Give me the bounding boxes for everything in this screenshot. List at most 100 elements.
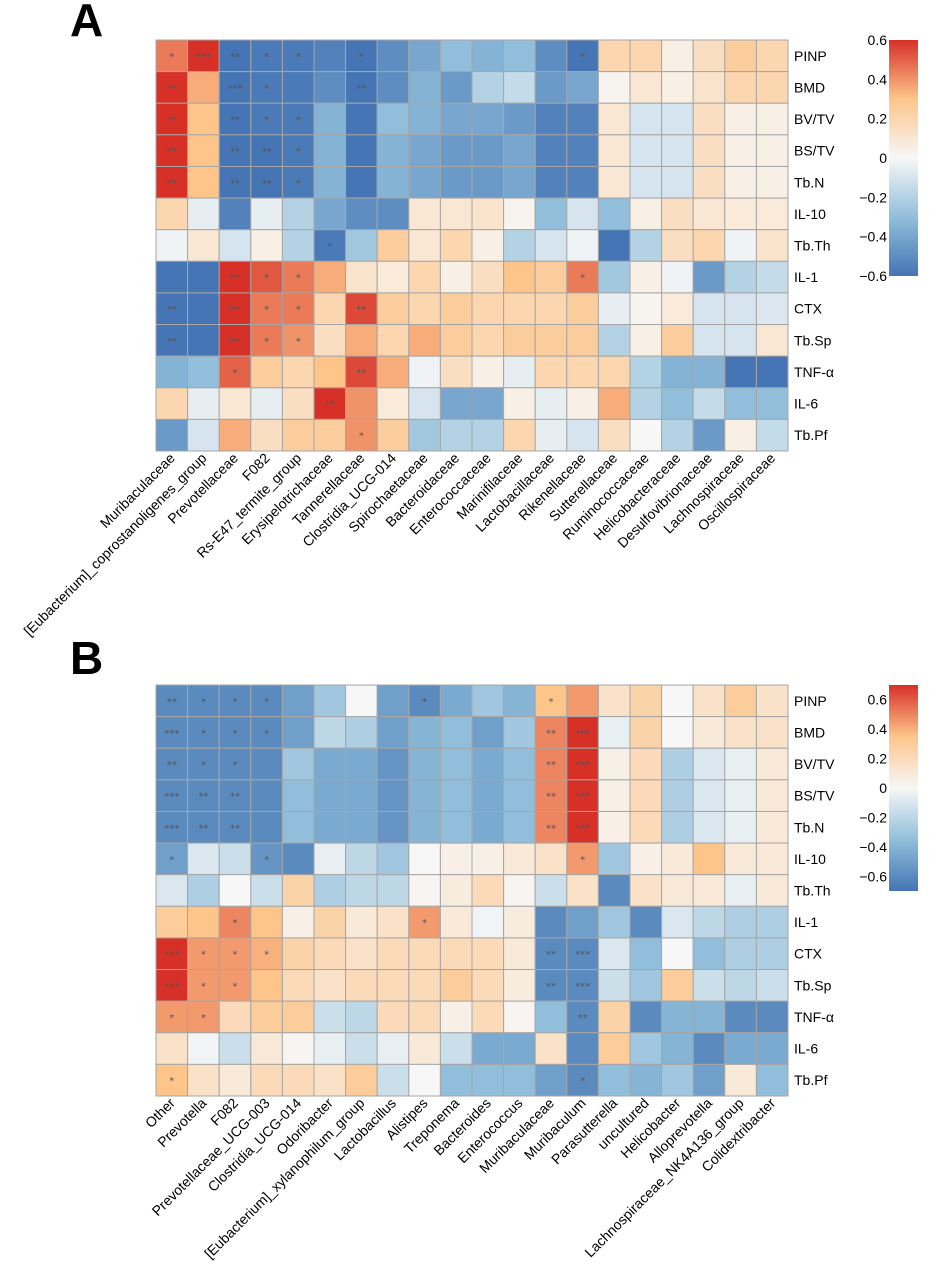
heatmap-cell: [597, 418, 631, 452]
heatmap-cell: [439, 134, 473, 167]
heatmap-cell: [281, 165, 315, 199]
heatmap-cell: [724, 355, 757, 389]
heatmap-cell: [629, 197, 663, 231]
heatmap-cell: [597, 1000, 631, 1034]
significance-mark: *: [201, 728, 206, 739]
heatmap-cell: [281, 684, 315, 718]
heatmap-cell: [345, 905, 378, 939]
heatmap-cell: [439, 905, 473, 939]
significance-mark: **: [230, 178, 240, 189]
heatmap-cell: [755, 134, 789, 167]
row-label: BS/TV: [794, 788, 835, 804]
heatmap-cell: [534, 1000, 568, 1034]
significance-mark: **: [356, 83, 366, 94]
significance-mark: **: [230, 823, 240, 834]
heatmap-cell: [503, 716, 536, 749]
heatmap-cell: [597, 355, 631, 389]
row-label: Tb.Sp: [794, 332, 832, 348]
heatmap-cell: [408, 324, 441, 357]
heatmap-cell: [724, 969, 757, 1002]
heatmap-cell: [724, 1063, 757, 1097]
heatmap-cell: [281, 197, 315, 231]
significance-mark: ***: [164, 728, 179, 739]
heatmap-cell: [250, 292, 283, 326]
heatmap-cell: [439, 197, 473, 231]
heatmap-cell: [471, 874, 505, 907]
heatmap-cell: [376, 969, 410, 1002]
heatmap-cell: [503, 969, 536, 1002]
heatmap-cell: [281, 937, 315, 971]
colorbar-tick-label: 0.2: [868, 751, 888, 767]
heatmap-cell: [534, 260, 568, 294]
heatmap-cell: [376, 1000, 410, 1034]
significance-mark: **: [546, 950, 556, 961]
heatmap-cell: [755, 229, 789, 262]
heatmap-cell: [345, 134, 378, 167]
heatmap-cell: [345, 165, 378, 199]
heatmap-cell: [629, 1032, 663, 1065]
heatmap-cell: [661, 716, 694, 749]
heatmap-cell: [503, 197, 536, 231]
heatmap-cell: [155, 39, 189, 73]
row-label: CTX: [794, 946, 823, 962]
heatmap-cell: [471, 71, 505, 104]
significance-mark: **: [167, 115, 177, 126]
heatmap-cell: [218, 134, 252, 167]
significance-mark: *: [264, 950, 269, 961]
heatmap-cell: [155, 134, 189, 167]
significance-mark: *: [580, 52, 585, 63]
heatmap-cell: [724, 779, 757, 812]
heatmap-cell: [281, 716, 315, 749]
heatmap-cell: [503, 1063, 536, 1097]
heatmap-cell: [218, 1032, 252, 1065]
row-label: Tb.Pf: [794, 427, 828, 443]
heatmap-cell: [187, 1000, 220, 1034]
heatmap-cell: [218, 905, 252, 939]
heatmap-cell: [724, 134, 757, 167]
heatmap-cell: [534, 842, 568, 876]
significance-mark: *: [264, 115, 269, 126]
heatmap-cell: [534, 874, 568, 907]
heatmap-cell: [376, 260, 410, 294]
heatmap-cell: [724, 684, 757, 718]
heatmap-cell: [503, 324, 536, 357]
heatmap-cell: [408, 1063, 441, 1097]
heatmap-cell: [281, 134, 315, 167]
heatmap-cell: [471, 937, 505, 971]
heatmap-cell: [597, 937, 631, 971]
heatmap-cell: [250, 165, 283, 199]
heatmap-cell: [503, 260, 536, 294]
heatmap-cell: [281, 1000, 315, 1034]
significance-mark: *: [264, 83, 269, 94]
row-label: Tb.Th: [794, 883, 831, 899]
significance-mark: *: [296, 336, 301, 347]
heatmap-cell: [281, 71, 315, 104]
heatmap-cell: [629, 684, 663, 718]
colorbar-tick-label: 0.6: [868, 692, 888, 708]
heatmap-cell: [281, 1032, 315, 1065]
heatmap-cell: [408, 229, 441, 262]
significance-mark: **: [198, 792, 208, 803]
row-label: Tb.Pf: [794, 1072, 828, 1088]
significance-mark: ***: [164, 981, 179, 992]
heatmap-cell: [597, 165, 631, 199]
heatmap-cell: [597, 842, 631, 876]
heatmap-panel-a: * *** ** * * * *** *** * **** ** * *** ** ** *** ** ** ***…: [20, 32, 918, 639]
heatmap-cell: [408, 1032, 441, 1065]
heatmap-cell: [408, 937, 441, 971]
heatmap-cell: [566, 1000, 599, 1034]
heatmap-cell: [187, 102, 220, 136]
heatmap-cell: [724, 197, 757, 231]
heatmap-cell: [250, 842, 283, 876]
heatmap-cell: [376, 387, 410, 420]
heatmap-cell: [629, 292, 663, 326]
heatmap-cell: [313, 747, 347, 781]
heatmap-cell: [408, 39, 441, 73]
heatmap-cell: [439, 324, 473, 357]
heatmap-cell: [597, 747, 631, 781]
heatmap-cell: [345, 260, 378, 294]
heatmap-cell: [692, 905, 726, 939]
heatmap-cell: [629, 874, 663, 907]
heatmap-cell: [692, 716, 726, 749]
heatmap-cell: [629, 324, 663, 357]
